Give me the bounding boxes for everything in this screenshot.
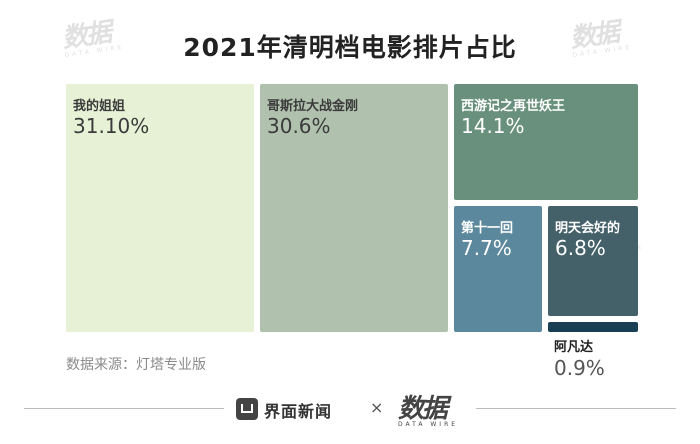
tile-value: 7.7% xyxy=(461,236,512,260)
tile-value: 6.8% xyxy=(555,236,606,260)
footer-line-left xyxy=(24,408,224,409)
treemap-tile: 哥斯拉大战金刚 30.6% xyxy=(260,84,448,332)
tile-label: 哥斯拉大战金刚 xyxy=(267,99,359,114)
tile-value: 31.10% xyxy=(73,114,150,138)
tile-label: 明天会好的 xyxy=(555,221,621,236)
tile-label: 阿凡达 xyxy=(554,340,594,355)
brand-name: 界面新闻 xyxy=(264,402,333,421)
tile-outside-label: 阿凡达 0.9% xyxy=(554,336,605,380)
treemap-tile: 明天会好的 6.8% xyxy=(548,206,638,316)
data-source: 数据来源：灯塔专业版 xyxy=(66,357,206,373)
jiemian-logo-icon xyxy=(236,398,258,420)
treemap-tile: 第十一回 7.7% xyxy=(454,206,542,332)
treemap-tile: 我的姐姐 31.10% xyxy=(66,84,254,332)
tile-label: 第十一回 xyxy=(461,221,514,236)
tile-value: 30.6% xyxy=(267,114,331,138)
footer-line-right xyxy=(476,408,676,409)
tile-value: 0.9% xyxy=(554,356,605,380)
tile-label: 我的姐姐 xyxy=(73,99,126,114)
page-title: 2021年清明档电影排片占比 xyxy=(183,33,517,62)
cross-separator: × xyxy=(370,398,384,417)
tile-value: 14.1% xyxy=(461,114,525,138)
tile-label: 西游记之再世妖王 xyxy=(461,99,566,114)
treemap-tile xyxy=(548,322,638,332)
treemap-tile: 西游记之再世妖王 14.1% xyxy=(454,84,638,200)
datawire-logo: 数据 DATA WIRE xyxy=(398,394,459,428)
